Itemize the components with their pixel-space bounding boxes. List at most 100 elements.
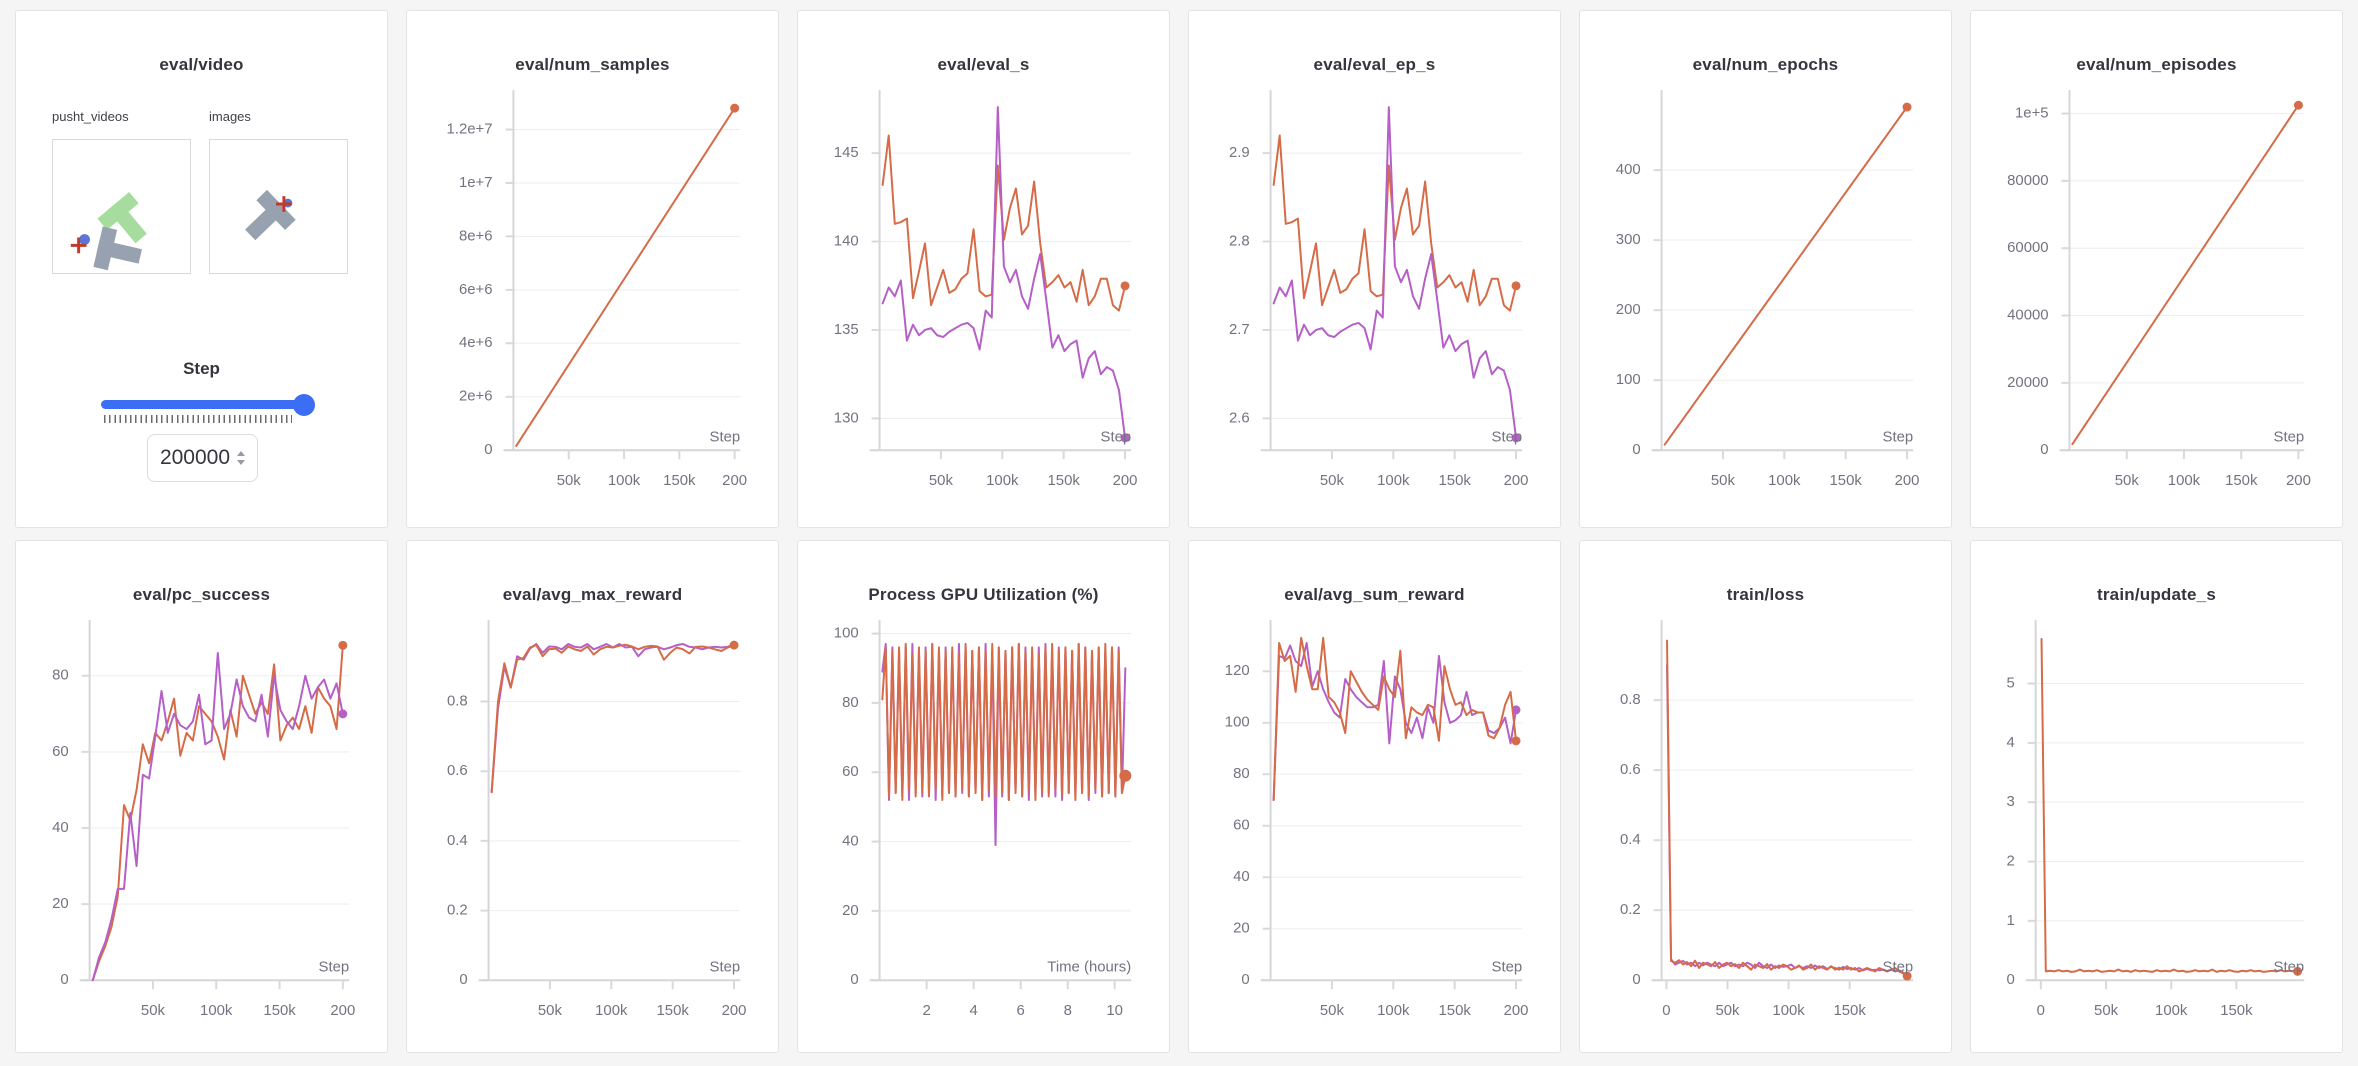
line-chart[interactable]: 0 20 40 60 80 50k 100k 150k 200 Step: [16, 611, 387, 1059]
svg-text:150k: 150k: [663, 473, 696, 489]
svg-text:0: 0: [850, 972, 858, 988]
svg-text:20: 20: [1233, 921, 1250, 937]
chart-title: eval/avg_sum_reward: [1284, 585, 1465, 604]
svg-text:200: 200: [330, 1003, 355, 1019]
svg-text:20: 20: [52, 896, 69, 912]
svg-text:50k: 50k: [929, 473, 954, 489]
step-slider-track[interactable]: [101, 400, 304, 409]
panel-eval-eval-ep-s: eval/eval_ep_s 2.6 2.7 2.8 2.9 50k 100k 150k 20…: [1188, 10, 1561, 528]
svg-text:100: 100: [1616, 372, 1641, 388]
svg-text:100k: 100k: [2155, 1003, 2188, 1019]
pusht-video-thumbnail[interactable]: [52, 139, 191, 274]
svg-text:100k: 100k: [986, 473, 1019, 489]
svg-text:0: 0: [1241, 972, 1249, 988]
agent-dot: [79, 234, 90, 245]
step-value[interactable]: 200000: [159, 446, 231, 469]
images-frame: [245, 189, 296, 241]
svg-text:Step: Step: [1883, 429, 1914, 445]
block-t-shape: [93, 226, 142, 271]
decrement-icon[interactable]: [237, 460, 246, 465]
svg-text:8: 8: [1064, 1003, 1072, 1019]
svg-text:140: 140: [834, 233, 859, 249]
svg-text:80: 80: [1233, 766, 1250, 782]
increment-icon[interactable]: [237, 451, 246, 456]
panel-train-loss: train/loss 0 0.2 0.4 0.6 0.8 0 50k 100k 150k Step: [1579, 540, 1952, 1053]
svg-text:100k: 100k: [1377, 1003, 1410, 1019]
svg-text:Step: Step: [2274, 959, 2305, 975]
line-chart[interactable]: 0 100 200 300 400 50k 100k 150k 200 Step: [1580, 81, 1951, 529]
svg-text:150k: 150k: [263, 1003, 296, 1019]
svg-text:100k: 100k: [1768, 473, 1801, 489]
target-cross: [70, 237, 87, 254]
svg-text:4: 4: [970, 1003, 978, 1019]
svg-text:135: 135: [834, 322, 859, 338]
step-slider-label: Step: [183, 359, 220, 378]
svg-text:Step: Step: [1101, 429, 1132, 445]
svg-text:200: 200: [722, 1003, 747, 1019]
svg-text:2: 2: [922, 1003, 930, 1019]
svg-text:150k: 150k: [1439, 1003, 1472, 1019]
step-slider-thumb[interactable]: [293, 394, 315, 416]
line-chart[interactable]: 0 20000 40000 60000 80000 1e+5 50k 100k 150k 200 S…: [1971, 81, 2342, 529]
line-chart[interactable]: 130 135 140 145 50k 100k 150k 200 Step: [798, 81, 1169, 529]
svg-text:50k: 50k: [141, 1003, 166, 1019]
svg-text:200: 200: [1616, 302, 1641, 318]
panel-eval-num-epochs: eval/num_epochs 0 100 200 300 400 50k 100k 150k…: [1579, 10, 1952, 528]
svg-text:Step: Step: [710, 959, 741, 975]
svg-text:60: 60: [842, 764, 859, 780]
svg-text:200: 200: [2286, 473, 2311, 489]
svg-text:Step: Step: [710, 429, 741, 445]
svg-text:0: 0: [2037, 1003, 2045, 1019]
line-chart[interactable]: 0 20 40 60 80 100 120 50k 100k 150k 200 Step: [1189, 611, 1560, 1059]
panel-title: eval/video: [159, 55, 244, 74]
images-thumbnail[interactable]: [209, 139, 348, 274]
svg-text:100: 100: [834, 626, 859, 642]
svg-text:50k: 50k: [538, 1003, 563, 1019]
step-slider-ruler: [104, 415, 292, 423]
svg-text:1.2e+7: 1.2e+7: [447, 121, 493, 137]
panel-eval-avg-max-reward: eval/avg_max_reward 0 0.2 0.4 0.6 0.8 50k 100k…: [406, 540, 779, 1053]
svg-text:200: 200: [1113, 473, 1138, 489]
line-chart[interactable]: 0 1 2 3 4 5 0 50k 100k 150k Step: [1971, 611, 2342, 1059]
line-chart[interactable]: 0 20 40 60 80 100 2 4 6 8 10 Time (hours): [798, 611, 1169, 1059]
svg-text:80: 80: [842, 695, 859, 711]
line-chart[interactable]: 0 2e+6 4e+6 6e+6 8e+6 1e+7 1.2e+7 50k 100k 150k 20…: [407, 81, 778, 529]
line-chart[interactable]: 2.6 2.7 2.8 2.9 50k 100k 150k 200 Step: [1189, 81, 1560, 529]
svg-text:Step: Step: [2274, 429, 2305, 445]
svg-text:50k: 50k: [2094, 1003, 2119, 1019]
svg-text:1e+5: 1e+5: [2015, 105, 2049, 121]
block-t-shape: [245, 189, 296, 241]
svg-text:0.2: 0.2: [447, 903, 468, 919]
svg-text:300: 300: [1616, 232, 1641, 248]
svg-text:0: 0: [484, 442, 492, 458]
svg-text:150k: 150k: [657, 1003, 690, 1019]
svg-text:50k: 50k: [1320, 473, 1345, 489]
svg-text:2: 2: [2006, 853, 2014, 869]
svg-text:60: 60: [52, 744, 69, 760]
line-chart[interactable]: 0 0.2 0.4 0.6 0.8 50k 100k 150k 200 Step: [407, 611, 778, 1059]
svg-text:Step: Step: [1492, 959, 1523, 975]
svg-text:Step: Step: [319, 959, 350, 975]
svg-text:0: 0: [2006, 972, 2014, 988]
svg-text:100: 100: [1225, 715, 1250, 731]
svg-text:150k: 150k: [1048, 473, 1081, 489]
svg-text:150k: 150k: [1833, 1003, 1866, 1019]
svg-text:6e+6: 6e+6: [459, 282, 493, 298]
svg-text:Step: Step: [1883, 959, 1914, 975]
svg-text:50k: 50k: [1711, 473, 1736, 489]
svg-text:20000: 20000: [2007, 375, 2048, 391]
chart-title: train/update_s: [2097, 585, 2216, 604]
panel-eval-avg-sum-reward: eval/avg_sum_reward 0 20 40 60 80 100 120 50k 10…: [1188, 540, 1561, 1053]
svg-text:150k: 150k: [2220, 1003, 2253, 1019]
svg-text:0.6: 0.6: [447, 763, 468, 779]
panel-grid: eval/video pusht_videos images: [15, 10, 2343, 1053]
line-chart[interactable]: 0 0.2 0.4 0.6 0.8 0 50k 100k 150k Step: [1580, 611, 1951, 1059]
svg-text:0.2: 0.2: [1620, 902, 1641, 918]
svg-text:80: 80: [52, 668, 69, 684]
svg-text:200: 200: [1504, 473, 1529, 489]
svg-text:2.7: 2.7: [1229, 322, 1250, 338]
svg-text:2.6: 2.6: [1229, 410, 1250, 426]
step-value-input[interactable]: 200000: [147, 434, 258, 482]
svg-text:Time (hours): Time (hours): [1047, 959, 1131, 975]
svg-text:100k: 100k: [1377, 473, 1410, 489]
